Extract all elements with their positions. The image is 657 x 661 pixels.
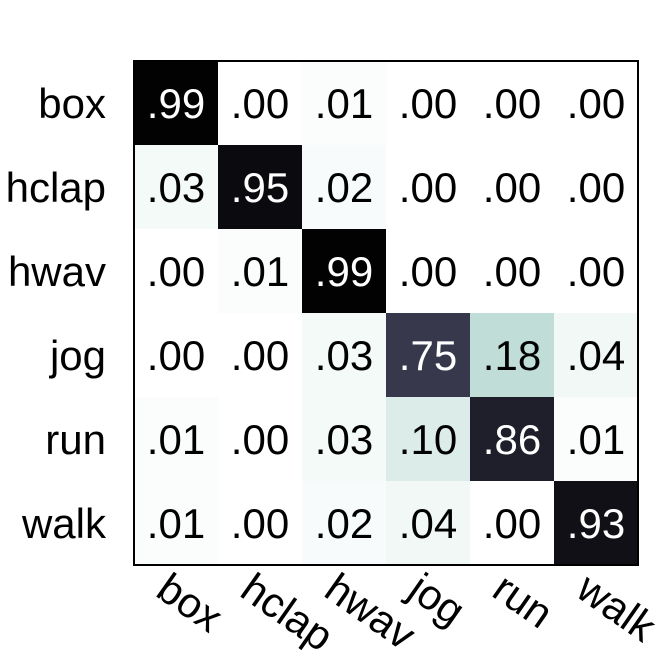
row-label-jog: jog	[48, 332, 106, 379]
col-label-box: box	[149, 564, 231, 641]
heatmap-cell-jog-run	[470, 313, 554, 397]
cell-value-label: .10	[399, 416, 457, 463]
cell-value-label: .00	[567, 164, 625, 211]
heatmap-cell-box-hclap	[218, 61, 302, 145]
heatmap-cells	[134, 61, 638, 565]
cell-value-label: .01	[315, 80, 373, 127]
plot-frame	[133, 60, 639, 566]
heatmap-cell-hclap-jog	[386, 145, 470, 229]
cell-value-label: .03	[315, 332, 373, 379]
heatmap-cell-hwav-hwav	[302, 229, 386, 313]
cell-value-label: .00	[483, 248, 541, 295]
cell-value-label: .00	[231, 332, 289, 379]
cell-value-label: .04	[567, 332, 625, 379]
cell-value-label: .00	[399, 80, 457, 127]
row-label-run: run	[45, 416, 106, 463]
cell-value-label: .86	[483, 416, 541, 463]
heatmap-cell-walk-run	[470, 481, 554, 565]
cell-value-label: .93	[567, 500, 625, 547]
cell-value-label: .75	[399, 332, 457, 379]
heatmap-cell-walk-hwav	[302, 481, 386, 565]
cell-value-label: .02	[315, 500, 373, 547]
heatmap-cell-walk-box	[134, 481, 218, 565]
heatmap-cell-box-hwav	[302, 61, 386, 145]
heatmap-cell-hwav-box	[134, 229, 218, 313]
heatmap-cell-walk-walk	[554, 481, 638, 565]
cell-value-label: .00	[483, 164, 541, 211]
row-label-walk: walk	[21, 500, 107, 547]
heatmap-cell-hclap-box	[134, 145, 218, 229]
heatmap-cell-hclap-run	[470, 145, 554, 229]
row-label-hwav: hwav	[8, 248, 106, 295]
heatmap-cell-run-walk	[554, 397, 638, 481]
heatmap-cell-hwav-run	[470, 229, 554, 313]
cell-value-label: .00	[399, 164, 457, 211]
heatmap-cell-labels: .99 .00 .01 .00 .00 .00 .03 .95 .02 .00 .00 .00 .00.…	[147, 80, 625, 547]
heatmap-cell-walk-jog	[386, 481, 470, 565]
heatmap-cell-jog-box	[134, 313, 218, 397]
cell-value-label: .01	[147, 500, 205, 547]
cell-value-label: .99	[147, 80, 205, 127]
heatmap-cell-hwav-jog	[386, 229, 470, 313]
col-label-hclap: hclap	[233, 564, 342, 660]
heatmap-cell-run-hwav	[302, 397, 386, 481]
heatmap-cell-hclap-hwav	[302, 145, 386, 229]
cell-value-label: .00	[399, 248, 457, 295]
cell-value-label: .01	[567, 416, 625, 463]
cell-value-label: .02	[315, 164, 373, 211]
cell-value-label: .00	[231, 80, 289, 127]
heatmap-cell-run-box	[134, 397, 218, 481]
heatmap-cell-run-run	[470, 397, 554, 481]
cell-value-label: .03	[315, 416, 373, 463]
cell-value-label: .00	[147, 332, 205, 379]
row-tick-labels: box hclap hwav jog run walk	[6, 80, 107, 547]
heatmap-cell-walk-hclap	[218, 481, 302, 565]
cell-value-label: .18	[483, 332, 541, 379]
cell-value-label: .00	[231, 500, 289, 547]
col-label-walk: walk	[568, 563, 657, 651]
heatmap-cell-hwav-hclap	[218, 229, 302, 313]
heatmap-cell-box-box	[134, 61, 218, 145]
cell-value-label: .00	[483, 500, 541, 547]
row-label-box: box	[38, 80, 106, 127]
row-label-hclap: hclap	[6, 164, 106, 211]
cell-value-label: .99	[315, 248, 373, 295]
heatmap-cell-hwav-walk	[554, 229, 638, 313]
cell-value-label: .03	[147, 164, 205, 211]
heatmap-cell-jog-jog	[386, 313, 470, 397]
heatmap-cell-jog-hwav	[302, 313, 386, 397]
cell-value-label: .01	[147, 416, 205, 463]
heatmap-cell-hclap-walk	[554, 145, 638, 229]
cell-value-label: .00	[231, 416, 289, 463]
heatmap-cell-jog-walk	[554, 313, 638, 397]
heatmap-cell-hclap-hclap	[218, 145, 302, 229]
heatmap-cell-jog-hclap	[218, 313, 302, 397]
cell-value-label: .04	[399, 500, 457, 547]
cell-value-label: .01	[231, 248, 289, 295]
heatmap-cell-box-walk	[554, 61, 638, 145]
heatmap-cell-box-jog	[386, 61, 470, 145]
col-label-run: run	[485, 564, 562, 637]
cell-value-label: .00	[567, 80, 625, 127]
heatmap-cell-run-hclap	[218, 397, 302, 481]
cell-value-label: .95	[231, 164, 289, 211]
col-label-hwav: hwav	[317, 564, 424, 659]
cell-value-label: .00	[147, 248, 205, 295]
cell-value-label: .00	[483, 80, 541, 127]
cell-value-label: .00	[567, 248, 625, 295]
heatmap-cell-box-run	[470, 61, 554, 145]
heatmap-cell-run-jog	[386, 397, 470, 481]
